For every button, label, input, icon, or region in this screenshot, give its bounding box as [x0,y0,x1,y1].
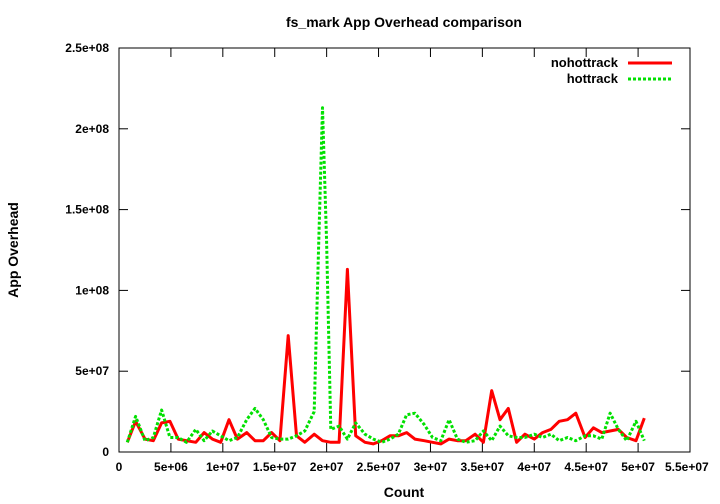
series-line-nohottrack [125,267,646,446]
legend-label-nohottrack: nohottrack [551,55,619,70]
plot-frame [118,47,691,453]
y-tick-label: 2.5e+08 [65,41,109,55]
y-tick-label: 2e+08 [75,122,109,136]
x-tick-label: 2e+07 [310,460,344,474]
series-line-hottrack [125,106,646,444]
y-axis-label: App Overhead [5,202,21,298]
series-lines [125,106,646,446]
y-axis-ticks: 0 5e+07 1e+08 1.5e+08 2e+08 2.5e+08 [65,41,690,459]
x-tick-label: 1.5e+07 [253,460,297,474]
x-axis-label: Count [384,484,425,500]
x-tick-label: 3.5e+07 [461,460,505,474]
x-tick-label: 4.5e+07 [564,460,608,474]
x-tick-label: 1e+07 [206,460,240,474]
x-tick-label: 5e+07 [621,460,655,474]
chart-title: fs_mark App Overhead comparison [286,14,522,30]
x-tick-label: 3e+07 [414,460,448,474]
y-tick-label: 1.5e+08 [65,203,109,217]
y-tick-label: 1e+08 [75,283,109,297]
y-tick-label: 5e+07 [75,364,109,378]
legend-label-hottrack: hottrack [567,71,619,86]
x-tick-label: 5e+06 [154,460,188,474]
x-tick-label: 2.5e+07 [357,460,401,474]
x-tick-label: 5.5e+07 [665,460,709,474]
x-tick-label: 4e+07 [517,460,551,474]
x-tick-label: 0 [116,460,123,474]
x-axis-ticks: 0 5e+06 1e+07 1.5e+07 2e+07 2.5e+07 3e+07 3.5e+… [116,48,709,474]
y-tick-label: 0 [102,445,109,459]
